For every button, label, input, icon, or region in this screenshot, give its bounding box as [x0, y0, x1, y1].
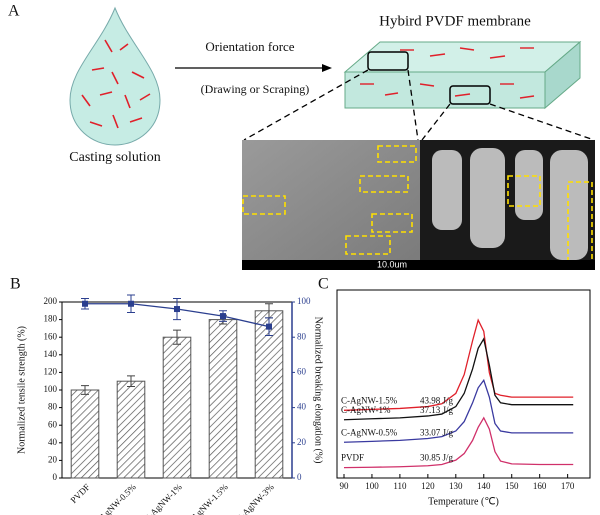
arrow-label: Orientation force — [205, 39, 294, 54]
membrane-side — [544, 40, 581, 110]
arrow-head — [322, 64, 332, 72]
y-tick-label: 120 — [44, 366, 58, 376]
y-tick-label: 140 — [44, 349, 58, 359]
panel-label: B — [10, 276, 21, 293]
bar — [162, 336, 192, 479]
series-name: C-AgNW-0.5% — [341, 427, 398, 437]
caption: Casting solution — [69, 150, 160, 165]
x-axis-label: Temperature (℃) — [428, 496, 499, 507]
fibers — [360, 47, 535, 99]
y-tick-label: 200 — [44, 296, 58, 306]
x-tick-label: 100 — [365, 481, 379, 491]
x-tick-label: 110 — [393, 481, 407, 491]
membrane-front — [344, 71, 546, 109]
series-annotation: 33.07 J/g — [420, 427, 454, 437]
series-annotation: 43.98 J/g — [420, 395, 454, 405]
plot-frame — [336, 289, 591, 479]
y2-tick-label: 80 — [297, 331, 307, 341]
error-bar — [81, 385, 89, 395]
x-tick-label: 150 — [505, 481, 519, 491]
x-tick-label: C-AgNW-0.5% — [91, 481, 138, 515]
x-tick-label: 160 — [533, 481, 547, 491]
y-tick-label: 20 — [48, 454, 58, 464]
zoom-lines — [243, 69, 595, 141]
arrow-label: (Drawing or Scraping) — [201, 82, 310, 96]
series-name: C-AgNW-1.5% — [341, 395, 398, 405]
y-tick-label: 180 — [44, 314, 58, 324]
y-axis-label: Normalized tensile strength (%) — [16, 326, 27, 454]
zoom-box — [367, 51, 409, 71]
x-tick-label: PVDF — [69, 482, 92, 505]
y2-tick-label: 20 — [297, 437, 307, 447]
fibers — [81, 39, 151, 129]
zoom-box — [449, 85, 491, 105]
y-tick-label: 80 — [48, 402, 58, 412]
y2-tick-label: 100 — [297, 296, 311, 306]
series-name: C-AgNW-1% — [341, 405, 391, 415]
error-bar — [127, 375, 135, 387]
series-line — [343, 318, 574, 411]
x-tick-label: 130 — [449, 481, 463, 491]
y2-tick-label: 60 — [297, 366, 307, 376]
series-line — [343, 337, 574, 421]
x-tick-label: 90 — [339, 481, 349, 491]
series-line — [343, 378, 574, 443]
bar — [70, 389, 100, 479]
line — [85, 303, 270, 328]
highlight-box — [242, 145, 593, 263]
series-annotation: 30.85 J/g — [420, 453, 454, 463]
series-name: PVDF — [341, 453, 364, 463]
y2-tick-label: 0 — [297, 472, 302, 482]
bar — [254, 310, 284, 479]
caption: Hybird PVDF membrane — [379, 13, 531, 29]
panel-label: A — [8, 3, 20, 20]
y2-tick-label: 40 — [297, 402, 307, 412]
y-tick-label: 40 — [48, 437, 58, 447]
sem-image — [242, 140, 420, 270]
y-tick-label: 0 — [53, 472, 58, 482]
x-tick-label: C-AgNW-1.5% — [183, 481, 230, 515]
scale-bar: 10.0um — [377, 259, 407, 269]
bar — [208, 319, 238, 479]
y-tick-label: 160 — [44, 331, 58, 341]
x-tick-label: C-AgNW-1% — [142, 481, 184, 515]
info-bar — [242, 260, 595, 270]
panel-label: C — [318, 276, 329, 293]
series-annotation: 37.13 J/g — [420, 405, 454, 415]
x-tick-label: 120 — [421, 481, 435, 491]
x-tick-label: 140 — [477, 481, 491, 491]
y2-axis-label: Normalized breaking elongation (%) — [313, 317, 324, 464]
error-bar — [173, 329, 181, 345]
x-tick-label: 170 — [561, 481, 575, 491]
x-tick-label: C-AgNW-3% — [234, 481, 276, 515]
membrane-top — [343, 41, 582, 73]
y-tick-label: 60 — [48, 419, 58, 429]
bar — [116, 380, 146, 479]
y-tick-label: 100 — [44, 384, 58, 394]
series-line — [343, 416, 574, 469]
pores — [432, 148, 588, 260]
